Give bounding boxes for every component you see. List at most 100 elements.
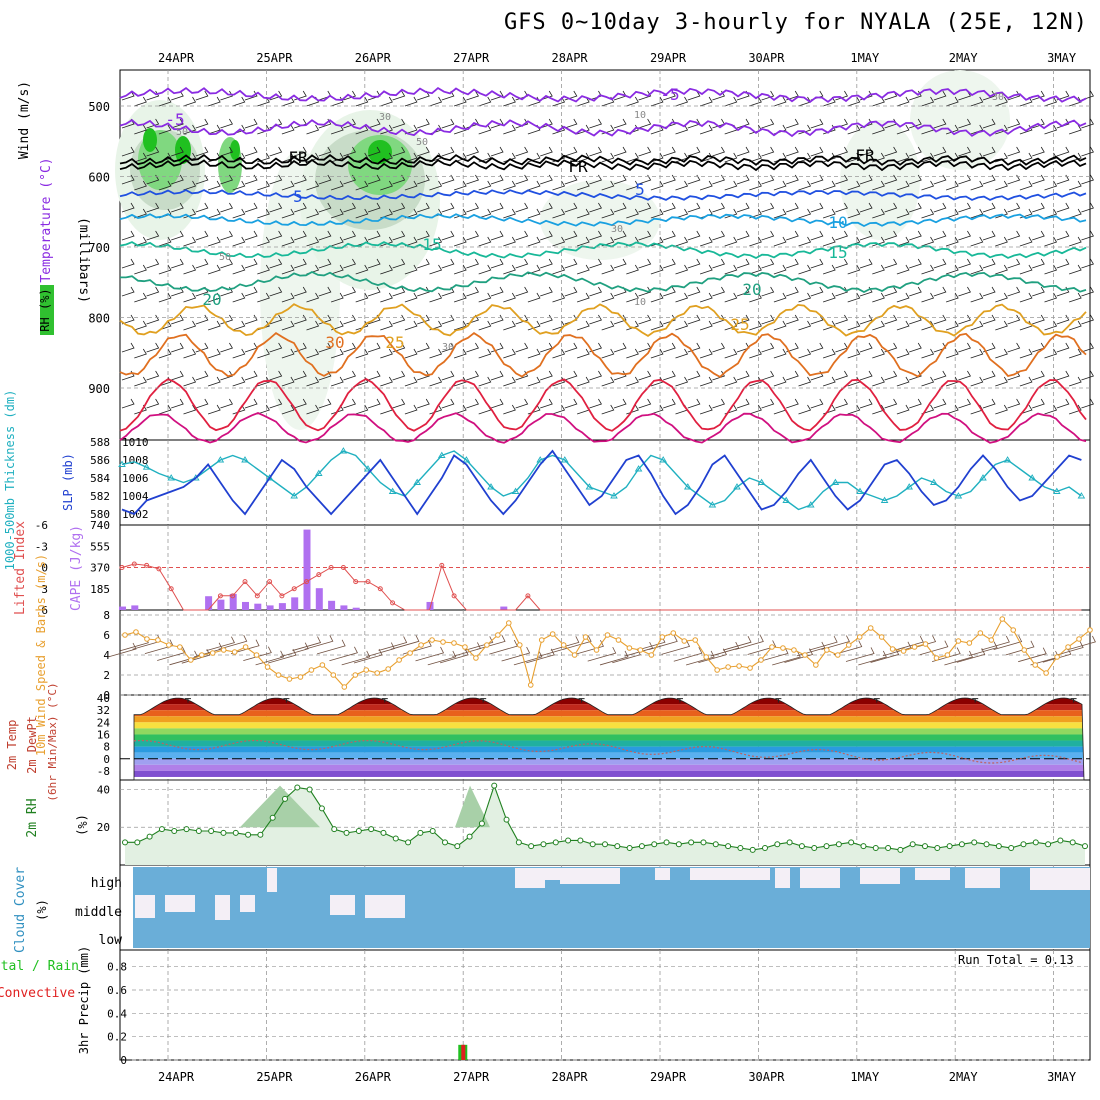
- wind-barb: [687, 314, 701, 325]
- wind10-marker: [484, 642, 490, 648]
- thickness-marker: [487, 483, 495, 490]
- wind-barb: [244, 314, 258, 325]
- wind-barb: [1032, 342, 1045, 353]
- wind10-marker: [813, 662, 819, 668]
- wind-barb: [995, 124, 1008, 135]
- li-marker: [242, 579, 248, 585]
- wind-barb: [429, 292, 443, 303]
- wind-barb: [687, 398, 701, 409]
- wind-barb: [380, 320, 393, 331]
- thickness-marker: [708, 501, 717, 508]
- precip-tick: 0.6: [107, 984, 127, 997]
- wind-barb: [798, 292, 812, 303]
- cloud-high-gap: [560, 868, 620, 884]
- li-marker: [377, 586, 383, 592]
- rh-marker: [675, 841, 682, 848]
- precip-legend-convective: Convective: [0, 986, 75, 1001]
- wind-barb: [847, 96, 861, 107]
- wind-barb: [269, 202, 283, 213]
- wind-barb: [982, 342, 996, 353]
- rh-marker: [503, 816, 510, 823]
- wind10-barb: [415, 646, 445, 662]
- wind10-marker: [187, 657, 194, 663]
- wind-barb: [982, 286, 996, 297]
- rh-contour-label: 30: [992, 92, 1004, 103]
- wind-barb: [896, 264, 910, 275]
- wind-barb: [158, 180, 172, 191]
- wind-barb: [1019, 236, 1033, 247]
- li-tick: -6: [35, 519, 48, 532]
- wind-barb: [749, 180, 762, 191]
- rh-marker: [232, 829, 239, 836]
- wind-barb: [1056, 314, 1070, 325]
- ylabel-rh2m: 2m RH: [25, 798, 40, 837]
- temp-band: [134, 698, 1084, 705]
- wind-barb: [490, 286, 504, 297]
- wind-barb: [663, 370, 676, 381]
- wind-barb: [367, 258, 381, 269]
- li-marker: [390, 600, 396, 606]
- wind-barb: [220, 258, 233, 269]
- wind-barb: [982, 370, 996, 381]
- wind10-marker: [177, 644, 183, 650]
- wind-barb: [933, 230, 947, 241]
- date-label-top: 27APR: [453, 51, 490, 65]
- wind-barb: [183, 264, 197, 275]
- wind-barb: [712, 398, 725, 409]
- cape-bar: [315, 588, 323, 610]
- wind-barb: [921, 292, 935, 303]
- wind-barb: [786, 342, 799, 353]
- wind-barb: [207, 124, 221, 135]
- wind-barb: [183, 292, 197, 303]
- rh-marker: [1057, 837, 1064, 844]
- wind-barb: [392, 286, 406, 297]
- wind-barb: [281, 320, 295, 331]
- wind-barb: [1044, 96, 1058, 107]
- wind-barb: [638, 314, 652, 325]
- wind-barb: [712, 370, 725, 381]
- wind-barb: [699, 376, 713, 387]
- wind10-barb: [526, 648, 555, 664]
- wind-barb: [207, 348, 221, 359]
- wind10-marker: [341, 684, 348, 690]
- wind-barb: [847, 208, 861, 219]
- wind-barb: [909, 230, 922, 241]
- date-label-bottom: 27APR: [453, 1070, 490, 1084]
- temp-tick: 8: [103, 741, 110, 754]
- isotherm-label: FR: [568, 157, 588, 176]
- wind-barb: [134, 124, 147, 135]
- wind-barb: [650, 348, 664, 359]
- wind10-marker: [495, 632, 501, 638]
- wind-barb: [134, 264, 147, 275]
- wind-barb: [699, 264, 713, 275]
- wind-barb: [761, 398, 775, 409]
- wind-barb: [810, 146, 824, 157]
- wind-barb: [859, 146, 873, 157]
- cape-bar: [291, 597, 299, 610]
- thickness-marker: [659, 456, 667, 463]
- thickness-marker: [413, 478, 421, 485]
- wind-barb: [183, 376, 197, 387]
- wind-barb: [896, 404, 910, 415]
- wind-barb: [1068, 404, 1082, 415]
- temp-maxmin-marker: [677, 698, 683, 703]
- wind-barb: [712, 286, 725, 297]
- wind-barb: [1044, 348, 1058, 359]
- wind-barb: [933, 398, 947, 409]
- wind10-marker: [297, 674, 304, 680]
- precip-tick: 0.4: [107, 1007, 127, 1020]
- wind-barb: [982, 118, 996, 129]
- wind-barb: [909, 286, 922, 297]
- mb-tick: 800: [88, 312, 110, 326]
- cloud-high-gap: [545, 868, 560, 880]
- wind10-barb: [710, 641, 740, 657]
- wind-barb: [945, 124, 959, 135]
- wind10-barb: [452, 642, 481, 657]
- wind-barb: [810, 398, 824, 409]
- wind-barb: [601, 376, 615, 387]
- wind10-marker: [736, 663, 742, 669]
- wind-barb: [626, 180, 639, 191]
- wind-barb: [749, 152, 762, 163]
- wind-barb: [736, 342, 750, 353]
